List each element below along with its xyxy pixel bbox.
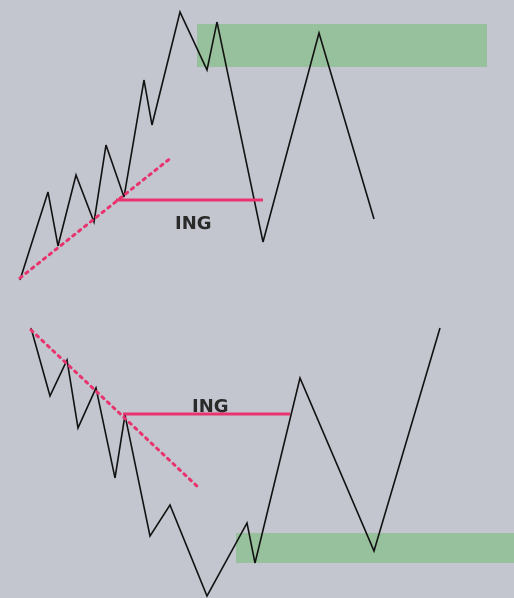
bottom-diagram: ING: [29, 327, 514, 598]
top-diagram: ING: [18, 9, 487, 281]
bottom-price-path: [30, 327, 441, 598]
bottom-trendline: [29, 328, 201, 490]
bottom-level-label: ING: [192, 396, 229, 417]
top-price-path: [19, 9, 375, 281]
top-level-label: ING: [175, 213, 212, 234]
top-supply-zone: [197, 24, 487, 67]
top-trendline: [18, 155, 174, 280]
